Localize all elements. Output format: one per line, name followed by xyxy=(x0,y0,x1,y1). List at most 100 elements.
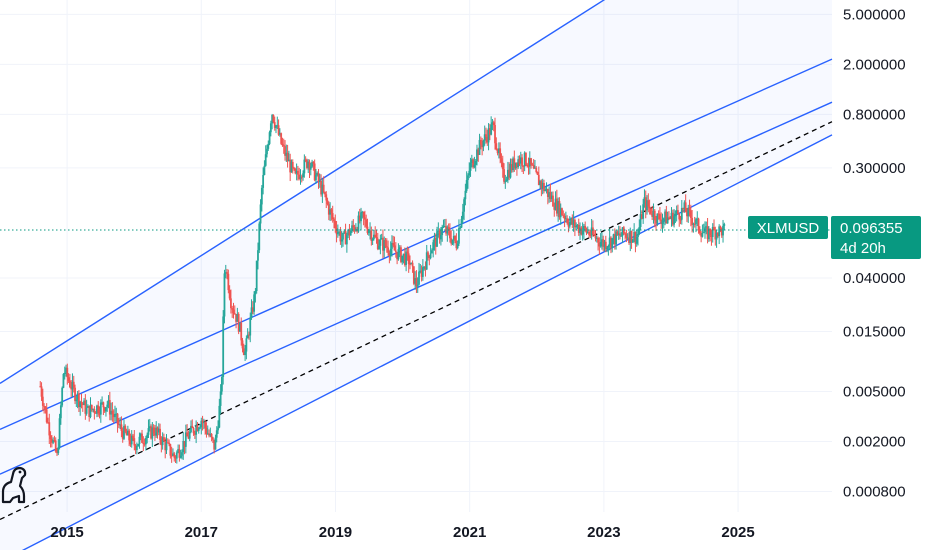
candle-body xyxy=(577,224,580,233)
candle-body xyxy=(506,169,509,180)
candle-body xyxy=(295,170,298,174)
candle-body xyxy=(723,224,726,226)
candle-body xyxy=(631,239,634,243)
candle-body xyxy=(146,434,149,439)
candle-body xyxy=(196,425,199,431)
candle-body xyxy=(402,253,405,256)
candle-body xyxy=(570,218,572,222)
candle-body xyxy=(581,230,584,235)
candle-body xyxy=(437,230,440,232)
candle-body xyxy=(522,165,525,167)
candle-body xyxy=(129,440,132,445)
candle-body xyxy=(554,198,557,210)
candle-body xyxy=(84,400,87,414)
candle-body xyxy=(549,192,552,199)
candle-body xyxy=(209,433,212,436)
candle-body xyxy=(170,455,173,457)
candle-body xyxy=(182,440,185,453)
candle-body xyxy=(660,219,663,225)
candle-body xyxy=(210,433,213,438)
candle-body xyxy=(622,227,625,234)
candle-body xyxy=(428,255,431,259)
candle-body xyxy=(380,237,383,240)
candle-body xyxy=(99,402,102,415)
candle-body xyxy=(365,219,368,227)
candle-body xyxy=(101,402,103,404)
candle-body xyxy=(427,252,429,256)
candle-body xyxy=(425,252,428,270)
candle-body xyxy=(432,242,435,251)
candle-body xyxy=(40,386,43,397)
candle-body xyxy=(313,163,316,181)
candle-body xyxy=(240,322,243,341)
candle-body xyxy=(419,270,422,272)
candle-body xyxy=(168,442,170,445)
candle-body xyxy=(397,249,400,260)
candle-body xyxy=(411,262,414,267)
candle-body xyxy=(333,219,335,222)
candle-body xyxy=(516,162,518,168)
candle-body xyxy=(206,433,209,435)
candle-body xyxy=(147,428,150,435)
candle-body xyxy=(659,214,661,220)
candle-body xyxy=(713,227,715,230)
candle-body xyxy=(503,169,505,182)
candle-body xyxy=(525,152,527,165)
candle-body xyxy=(70,387,73,390)
x-tick-label: 2021 xyxy=(453,524,486,541)
candle-body xyxy=(316,172,319,175)
candle-body xyxy=(430,250,433,254)
candle-body xyxy=(76,393,79,400)
candle-body xyxy=(148,426,151,429)
candle-body xyxy=(282,145,285,147)
candle-body xyxy=(468,170,471,176)
candle-body xyxy=(640,214,643,219)
candle-body xyxy=(324,191,326,195)
candle-body xyxy=(336,232,339,235)
y-tick-label: 0.300000 xyxy=(843,160,906,177)
candle-body xyxy=(460,218,463,228)
candle-body xyxy=(266,148,268,155)
candle-body xyxy=(595,237,598,239)
candle-body xyxy=(391,242,393,249)
candle-body xyxy=(271,114,274,124)
candle-body xyxy=(461,211,464,219)
candle-body xyxy=(671,212,674,225)
candle-body xyxy=(115,413,118,415)
candle-body xyxy=(53,440,56,442)
candle-body xyxy=(235,314,237,322)
candle-body xyxy=(568,221,571,227)
candle-body xyxy=(74,387,76,402)
candle-body xyxy=(39,386,42,388)
candle-body xyxy=(393,245,396,251)
candle-body xyxy=(646,200,648,211)
candle-body xyxy=(697,218,700,231)
candle-body xyxy=(267,143,270,149)
candles xyxy=(39,113,726,464)
dino-eye xyxy=(18,470,22,474)
candle-body xyxy=(201,420,204,423)
candle-body xyxy=(297,170,299,175)
candle-body xyxy=(527,166,530,168)
candle-body xyxy=(668,217,670,219)
candle-body xyxy=(277,125,280,135)
candle-body xyxy=(358,215,361,222)
candle-body xyxy=(369,230,371,232)
candle-body xyxy=(653,210,656,221)
candle-body xyxy=(54,440,57,452)
candle-body xyxy=(191,425,194,429)
channel-line-5 xyxy=(21,134,833,550)
candle-body xyxy=(211,437,214,440)
candle-body xyxy=(610,237,612,248)
candle-body xyxy=(340,239,343,242)
y-tick-label: 0.005000 xyxy=(843,383,906,400)
candle-body xyxy=(233,313,236,315)
candle-body xyxy=(400,247,402,262)
candle-body xyxy=(195,425,198,435)
candle-body xyxy=(698,230,701,234)
candle-body xyxy=(617,233,620,235)
candle-body xyxy=(58,418,61,448)
candle-body xyxy=(92,409,94,411)
